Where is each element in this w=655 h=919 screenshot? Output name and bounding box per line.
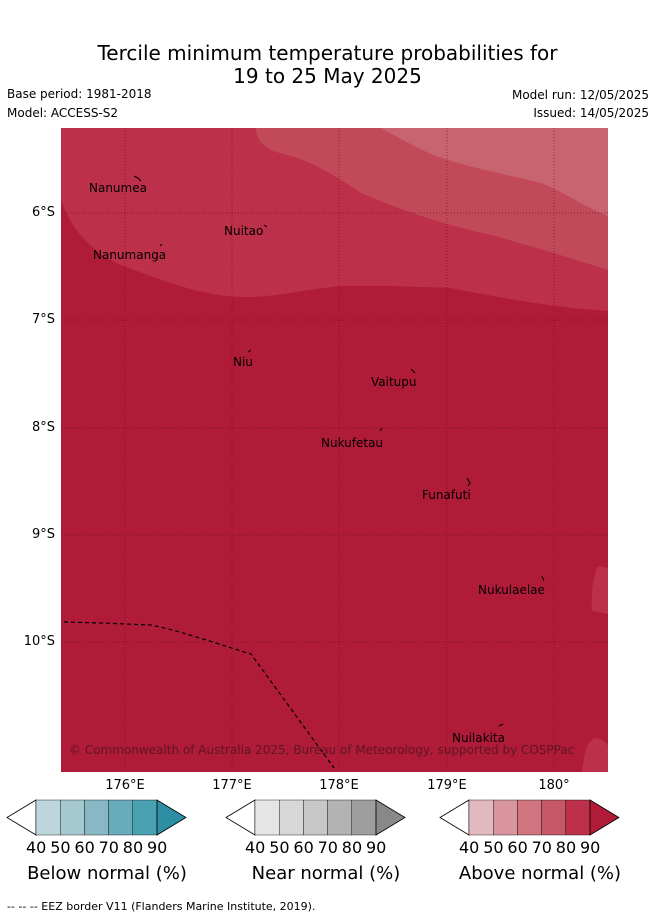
place-label: Nanumea — [89, 181, 147, 195]
colorbar-tick-label: 80 — [122, 838, 144, 857]
place-label: Vaitupu — [371, 375, 417, 389]
colorbar-tick-label: 60 — [507, 838, 528, 857]
base-period: Base period: 1981-2018 — [7, 87, 152, 101]
colorbar-tick-label: 90 — [147, 838, 168, 857]
issued-date: Issued: 14/05/2025 — [533, 106, 649, 120]
eez-footnote: -- -- -- EEZ border V11 (Flanders Marine… — [7, 900, 316, 913]
colorbar-segment — [565, 799, 591, 836]
map-title-line2: 19 to 25 May 2025 — [233, 64, 422, 88]
island-outlines — [133, 175, 545, 727]
graticule — [61, 128, 608, 772]
colorbar-segment — [108, 799, 133, 836]
lon-label: 179°E — [427, 778, 467, 793]
lon-label: 177°E — [212, 778, 252, 793]
lat-label: 7°S — [31, 312, 55, 327]
place-label: Funafuti — [422, 488, 471, 502]
colorbar-min-extend — [439, 799, 470, 836]
lat-label: 6°S — [31, 205, 55, 220]
colorbar-min-extend — [6, 799, 37, 836]
model-run: Model run: 12/05/2025 — [511, 88, 649, 102]
colorbar-segment — [351, 799, 377, 836]
colorbar-above — [439, 799, 620, 836]
colorbar-title-below: Below normal (%) — [27, 863, 187, 884]
lon-label: 180° — [538, 778, 570, 793]
colorbar-segment — [303, 799, 328, 836]
colorbar-tick-label: 50 — [50, 838, 71, 857]
colorbar-tick-label: 80 — [555, 838, 577, 857]
map-title-line1: Tercile minimum temperature probabilitie… — [97, 41, 558, 65]
above-60-region — [381, 128, 608, 216]
place-label: Nukulaelae — [478, 583, 545, 597]
place-label: Nuilakita — [452, 731, 505, 745]
colorbar-ticks: 40 50 60 70 80 90 40 50 60 70 80 90 40 50 60 70 80 90 — [0, 838, 655, 858]
colorbar-legend — [6, 799, 620, 836]
colorbar-segment — [35, 799, 61, 836]
colorbar-segment — [132, 799, 158, 836]
colorbar-tick-label: 60 — [74, 838, 95, 857]
colorbar-tick-label: 70 — [531, 838, 552, 857]
place-label: Niu — [233, 355, 253, 369]
colorbar-segment — [493, 799, 518, 836]
colorbar-segment — [468, 799, 494, 836]
colorbar-tick-label: 50 — [269, 838, 290, 857]
colorbar-tick-label: 40 — [245, 838, 266, 857]
colorbar-segment — [254, 799, 280, 836]
colorbar-tick-label: 70 — [98, 838, 119, 857]
place-label: Nanumanga — [93, 248, 167, 262]
probability-map — [61, 128, 608, 772]
colorbar-max-extend — [156, 799, 187, 836]
colorbar-title-near: Near normal (%) — [251, 863, 401, 884]
colorbar-tick-label: 40 — [459, 838, 480, 857]
colorbar-segment — [517, 799, 542, 836]
colorbar-min-extend — [225, 799, 256, 836]
colorbar-max-extend — [375, 799, 406, 836]
lon-label: 176°E — [105, 778, 145, 793]
colorbar-segment — [327, 799, 353, 836]
above-80-patch — [591, 566, 608, 614]
lon-label: 178°E — [319, 778, 359, 793]
colorbar-tick-label: 60 — [293, 838, 314, 857]
colorbar-title-above: Above normal (%) — [458, 863, 622, 884]
colorbar-segment — [84, 799, 109, 836]
above-80-patch-south — [582, 737, 608, 772]
lat-label: 9°S — [31, 527, 55, 542]
colorbar-below — [6, 799, 187, 836]
colorbar-tick-label: 90 — [580, 838, 601, 857]
model-name: Model: ACCESS-S2 — [7, 106, 119, 120]
copyright-text: © Commonwealth of Australia 2025, Bureau… — [69, 743, 575, 757]
place-label: Nukufetau — [321, 436, 384, 450]
colorbar-segment — [279, 799, 304, 836]
eez-border — [63, 621, 335, 769]
colorbar-near — [225, 799, 406, 836]
colorbar-segment — [60, 799, 85, 836]
colorbar-tick-label: 50 — [483, 838, 504, 857]
colorbar-max-extend — [589, 799, 620, 836]
colorbar-tick-label: 90 — [366, 838, 387, 857]
lat-label: 10°S — [23, 634, 55, 649]
lat-label: 8°S — [31, 420, 55, 435]
place-label: Nuitao — [224, 224, 264, 238]
colorbar-tick-label: 80 — [341, 838, 363, 857]
colorbar-tick-label: 70 — [317, 838, 338, 857]
colorbar-segment — [541, 799, 566, 836]
colorbar-tick-label: 40 — [26, 838, 47, 857]
